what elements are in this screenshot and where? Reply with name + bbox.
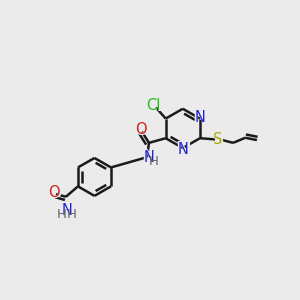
Text: O: O [133, 120, 148, 140]
Text: H: H [147, 153, 161, 171]
Text: S: S [213, 132, 222, 147]
Text: H: H [54, 206, 69, 224]
Text: H: H [56, 208, 66, 221]
Text: N: N [59, 201, 75, 220]
Text: N: N [177, 142, 188, 157]
Text: S: S [211, 130, 224, 149]
Text: Cl: Cl [146, 98, 160, 113]
Text: O: O [46, 183, 62, 202]
Text: H: H [66, 208, 76, 221]
Text: Cl: Cl [143, 96, 163, 115]
Text: N: N [175, 140, 191, 159]
Text: N: N [142, 148, 157, 167]
Text: N: N [195, 110, 206, 125]
Text: O: O [135, 122, 146, 137]
Text: H: H [64, 206, 79, 224]
Text: O: O [48, 185, 60, 200]
Text: N: N [144, 150, 155, 165]
Text: H: H [149, 155, 159, 168]
Text: N: N [61, 203, 73, 218]
Text: N: N [193, 108, 208, 127]
